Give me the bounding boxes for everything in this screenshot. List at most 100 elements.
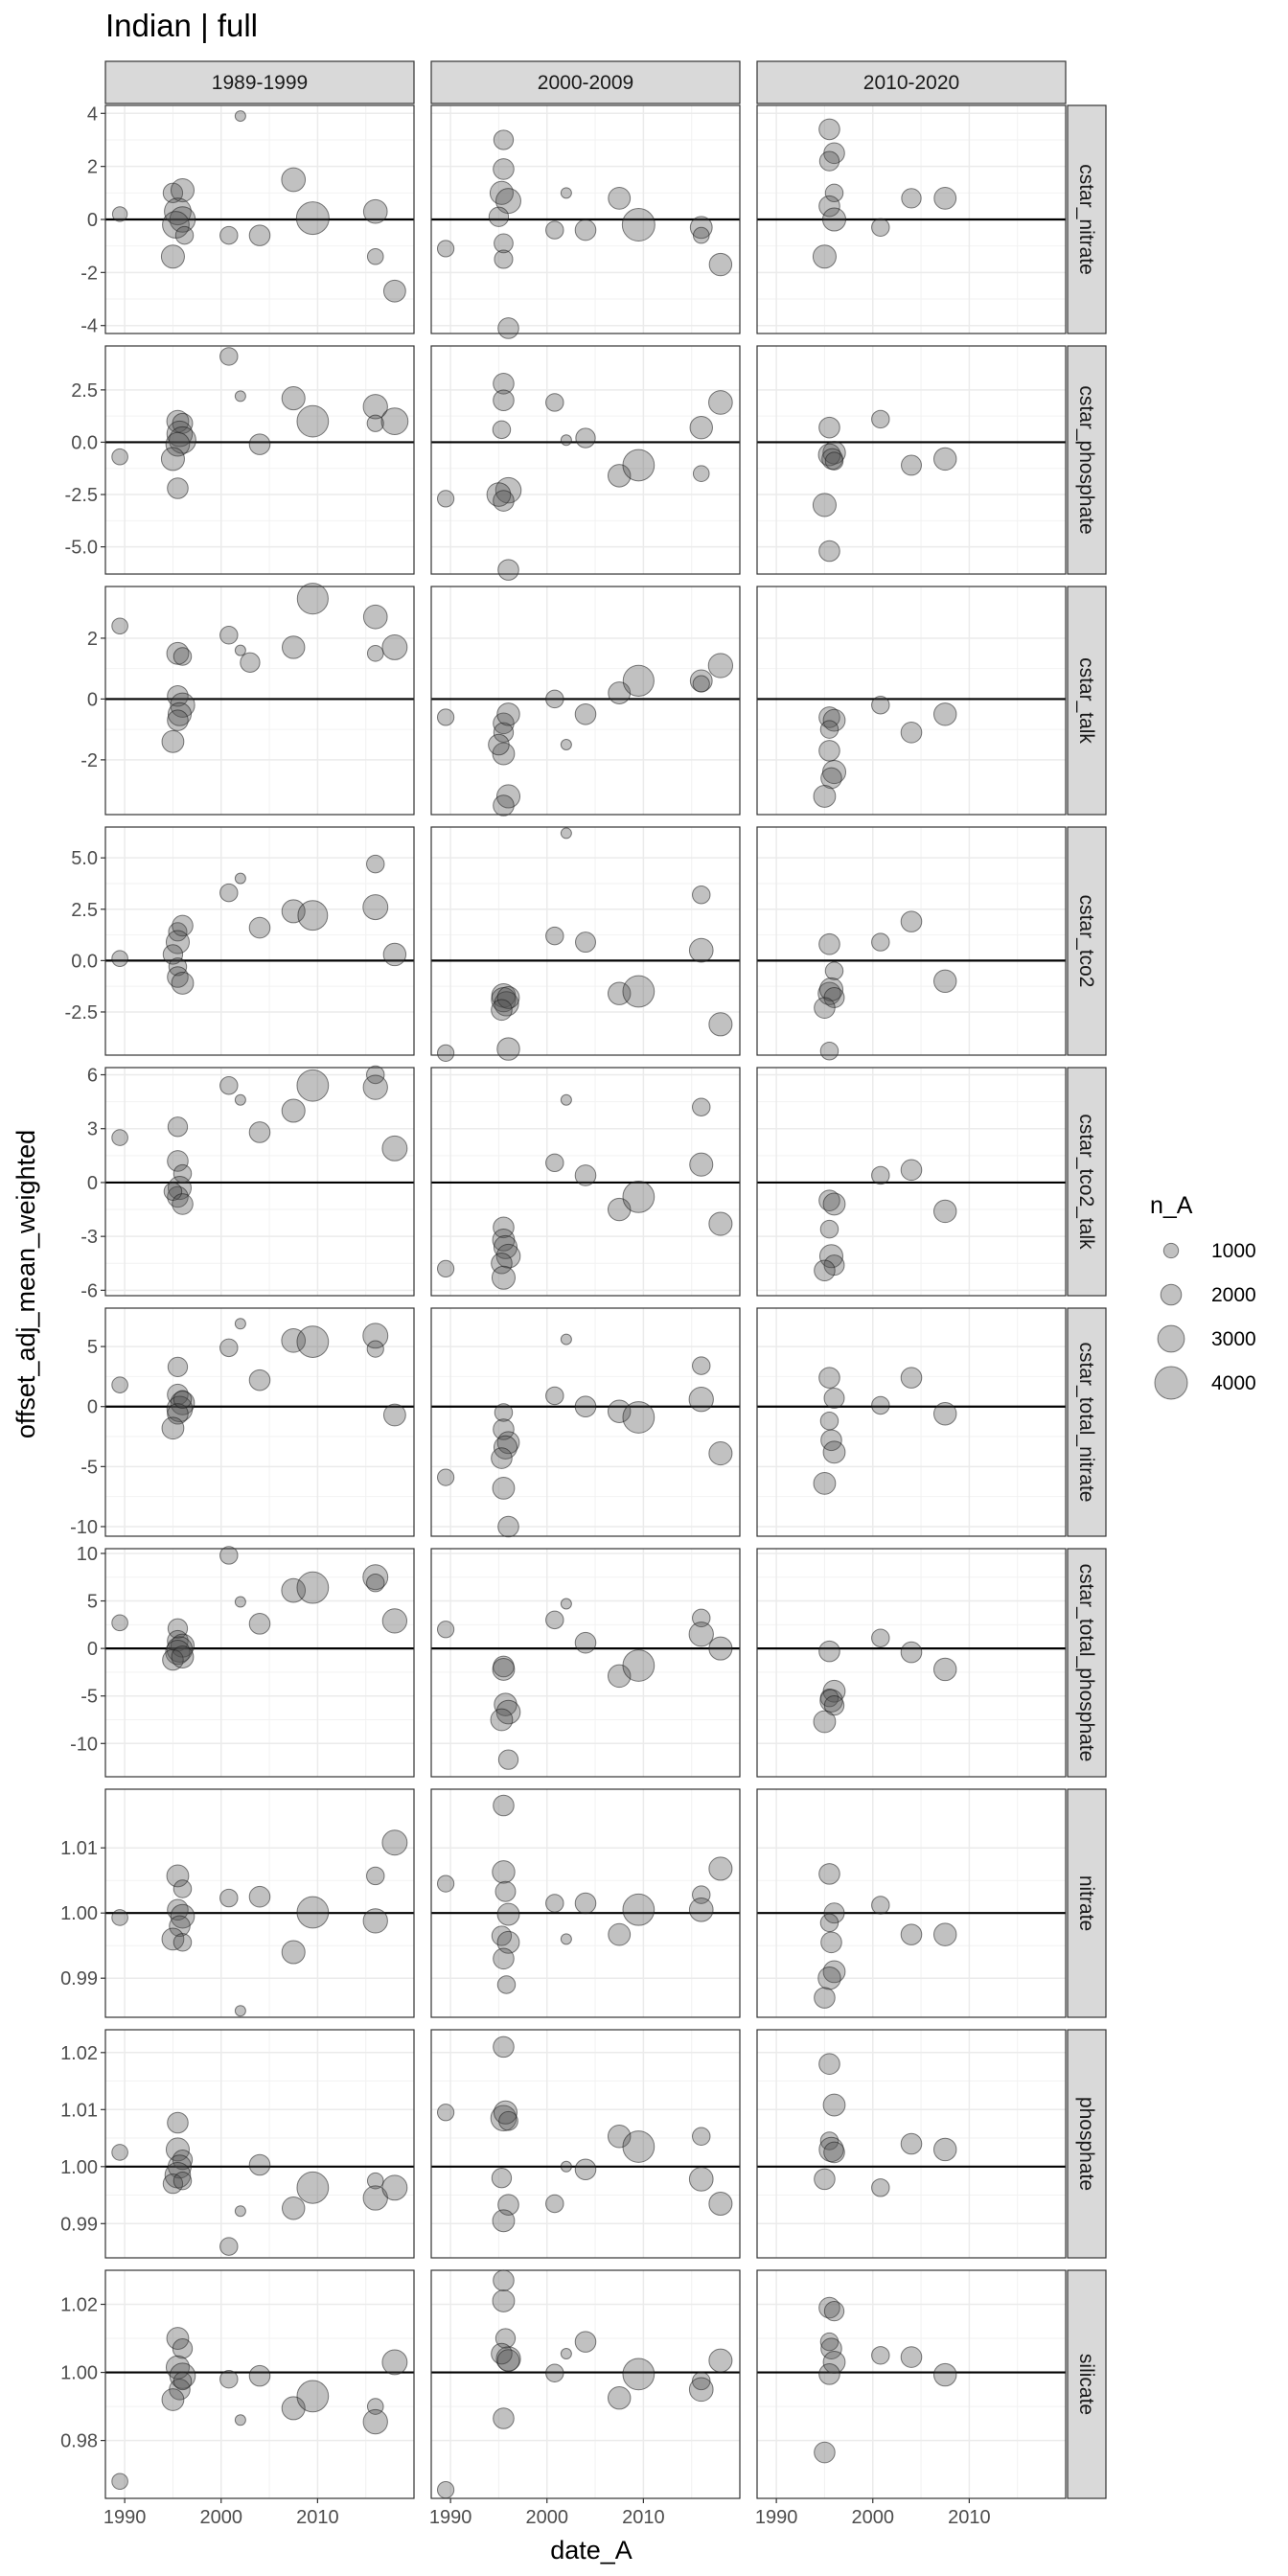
data-point — [823, 1694, 845, 1716]
panel-border — [104, 1548, 415, 1778]
data-point — [172, 647, 193, 666]
facet-row-cstar-total-nitrate: -10 -5 0 5 cstar_total_nitrate — [70, 1307, 1107, 1538]
data-point — [491, 1265, 516, 1290]
data-point — [622, 1401, 656, 1434]
data-point — [688, 1622, 714, 1647]
data-point — [708, 1441, 733, 1466]
data-point — [248, 224, 271, 246]
data-point — [688, 937, 714, 963]
y-tick-label: -4 — [80, 316, 98, 337]
data-point — [366, 1866, 385, 1886]
data-point — [167, 1116, 189, 1138]
data-point — [382, 279, 406, 303]
y-tick-label: 1.01 — [60, 1838, 98, 1859]
data-point — [901, 188, 922, 209]
data-point — [111, 1129, 128, 1146]
data-point — [219, 1338, 239, 1358]
y-tick-label: 0.98 — [60, 2431, 98, 2452]
facet-panel — [430, 1788, 741, 2018]
y-tick-label: 0 — [87, 1639, 98, 1660]
y-tick-label: -10 — [70, 1517, 98, 1538]
panel-border — [104, 1788, 415, 2018]
data-point — [818, 118, 840, 141]
data-point — [818, 740, 840, 762]
facet-row-label: cstar_tco2 — [1075, 895, 1097, 988]
facet-panel — [104, 2029, 415, 2259]
data-point — [545, 1153, 564, 1173]
data-point — [295, 201, 330, 236]
data-point — [296, 1896, 330, 1929]
facet-panel — [756, 826, 1067, 1061]
data-point — [545, 689, 564, 709]
data-point — [820, 2337, 842, 2359]
data-point — [708, 1856, 733, 1881]
data-point — [493, 1947, 515, 1970]
data-point — [821, 207, 847, 232]
facet-panel — [104, 583, 415, 816]
data-point — [382, 942, 407, 967]
legend-key — [1150, 1317, 1192, 1361]
data-point — [282, 635, 306, 659]
data-point — [497, 559, 519, 581]
data-point — [167, 709, 189, 731]
data-point — [560, 1598, 572, 1610]
facet-rows: -4 -2 0 2 4 cstar_nitrate -5.0 -2.5 0.0 2.5 cstar_… — [60, 104, 1107, 2499]
data-point — [496, 2349, 520, 2373]
y-tick-label: 0 — [87, 1173, 98, 1194]
facet-row-label: cstar_talk — [1075, 657, 1097, 744]
data-point — [814, 1259, 836, 1282]
data-point — [819, 2332, 840, 2352]
y-tick-label: 0 — [87, 1397, 98, 1418]
facet-panel — [430, 2269, 741, 2499]
data-point — [824, 183, 844, 203]
y-tick-label: -2 — [80, 263, 98, 284]
data-point — [622, 664, 655, 697]
data-point — [219, 626, 239, 645]
data-point — [818, 2363, 840, 2385]
data-point — [296, 2171, 330, 2204]
data-point — [436, 490, 455, 508]
data-point — [366, 854, 385, 874]
data-point — [813, 1710, 837, 1734]
data-point — [111, 617, 128, 635]
data-point — [436, 1621, 455, 1639]
data-point — [494, 991, 519, 1017]
legend-key — [1150, 1273, 1192, 1317]
data-point — [574, 2331, 597, 2353]
data-point — [824, 451, 844, 471]
facet-column-strip — [104, 60, 415, 104]
data-point — [818, 1863, 840, 1885]
data-point — [362, 1564, 389, 1591]
facet-row-label: cstar_tco2_talk — [1075, 1114, 1097, 1250]
data-point — [248, 2364, 271, 2387]
panel-background — [757, 2030, 1066, 2258]
data-point — [708, 1211, 733, 1236]
facet-row-strip — [1067, 345, 1107, 575]
panel-border — [756, 1548, 1067, 1778]
data-point — [574, 1164, 597, 1186]
data-point — [814, 997, 836, 1019]
data-point — [819, 1041, 840, 1061]
data-point — [248, 1613, 271, 1635]
data-point — [871, 2346, 890, 2365]
data-point — [560, 1333, 572, 1346]
data-point — [574, 1395, 597, 1417]
data-point — [488, 206, 510, 227]
y-tick-label: 3 — [87, 1119, 98, 1140]
data-point — [900, 1367, 923, 1389]
data-point — [819, 1412, 840, 1431]
data-point — [871, 218, 890, 238]
data-point — [933, 1922, 957, 1946]
data-point — [166, 1864, 190, 1888]
panel-border — [430, 1307, 741, 1537]
y-tick-label: 0.0 — [71, 432, 98, 453]
data-point — [219, 883, 239, 903]
data-point — [234, 2205, 246, 2218]
facet-panel — [756, 1067, 1067, 1297]
panel-background — [431, 2270, 740, 2498]
data-point — [900, 1641, 923, 1664]
legend-label: 1000 — [1211, 1240, 1256, 1262]
data-point — [234, 390, 246, 402]
data-point — [495, 1699, 521, 1725]
panel-border — [104, 2269, 415, 2499]
